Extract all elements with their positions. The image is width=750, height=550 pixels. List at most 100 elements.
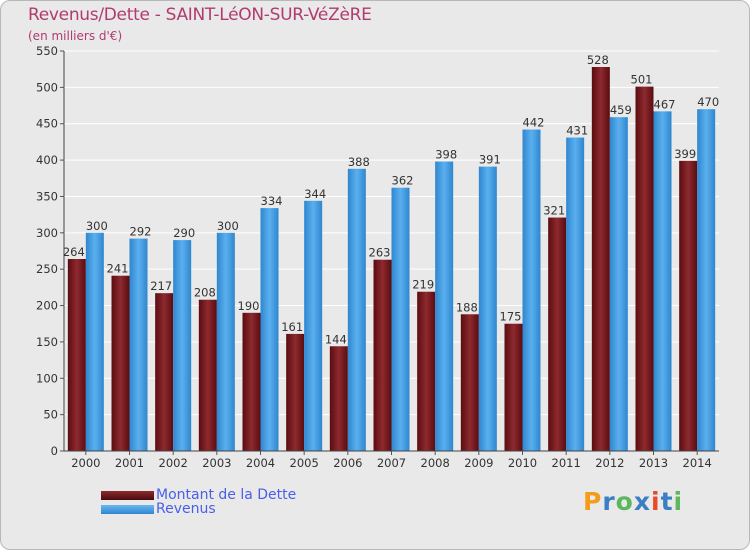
data-label-revenus: 388 (348, 155, 370, 169)
x-tick-label: 2002 (159, 456, 188, 470)
data-label-revenus: 459 (610, 103, 632, 117)
y-tick-label: 50 (43, 408, 58, 422)
logo-letter: t (660, 487, 674, 516)
bar-revenus (478, 166, 497, 452)
x-tick-label: 2004 (246, 456, 275, 470)
bar-dette (329, 346, 348, 451)
x-tick-label: 2001 (115, 456, 144, 470)
data-label-dette: 399 (674, 147, 696, 161)
x-tick-label: 2006 (333, 456, 362, 470)
bar-dette (155, 293, 174, 451)
y-tick-label: 0 (51, 444, 58, 458)
data-label-dette: 188 (456, 300, 478, 314)
y-tick-label: 350 (36, 189, 58, 203)
legend-swatch-revenus (101, 505, 154, 514)
data-label-revenus: 391 (479, 153, 501, 167)
bar-revenus (566, 137, 585, 451)
x-tick-label: 2005 (290, 456, 319, 470)
bar-revenus (653, 111, 672, 451)
bar-dette (67, 259, 86, 451)
x-tick-label: 2008 (421, 456, 450, 470)
bar-revenus (173, 240, 192, 451)
bar-dette (679, 160, 698, 451)
y-tick-label: 450 (36, 117, 58, 131)
bar-dette (242, 312, 261, 451)
data-label-dette: 144 (325, 332, 347, 346)
bar-dette (111, 275, 130, 451)
proxiti-logo: Proxiti (583, 487, 683, 516)
data-label-dette: 175 (500, 310, 522, 324)
x-tick-label: 2012 (595, 456, 624, 470)
y-tick-label: 150 (36, 335, 58, 349)
x-tick-label: 2013 (639, 456, 668, 470)
data-label-dette: 263 (369, 246, 391, 260)
bar-revenus (216, 232, 235, 451)
bar-revenus (697, 109, 716, 451)
data-label-dette: 501 (631, 73, 653, 87)
data-label-revenus: 290 (173, 226, 195, 240)
bar-dette (198, 299, 217, 451)
data-label-revenus: 470 (697, 95, 719, 109)
chart-title: Revenus/Dette - SAINT-LéON-SUR-VéZèRE (28, 5, 372, 25)
bar-dette (635, 86, 654, 452)
y-tick-label: 500 (36, 80, 58, 94)
data-label-dette: 219 (412, 278, 434, 292)
bar-dette (548, 217, 567, 451)
logo-letter: i (651, 487, 661, 516)
x-tick-label: 2011 (552, 456, 581, 470)
data-label-revenus: 300 (217, 219, 239, 233)
y-tick-label: 400 (36, 153, 58, 167)
data-label-revenus: 442 (523, 116, 545, 130)
logo-letter: P (583, 487, 603, 516)
bar-dette (286, 333, 305, 451)
bar-revenus (260, 208, 279, 451)
legend-label-revenus: Revenus (156, 501, 216, 517)
bar-dette (591, 67, 610, 451)
legend-swatch-dette (101, 491, 154, 500)
bar-revenus (609, 117, 628, 451)
data-label-revenus: 334 (261, 194, 283, 208)
bar-revenus (347, 168, 366, 451)
legend-label-dette: Montant de la Dette (156, 487, 297, 503)
data-label-dette: 264 (63, 245, 85, 259)
x-tick-label: 2009 (464, 456, 493, 470)
x-tick-label: 2014 (683, 456, 712, 470)
data-label-dette: 241 (107, 262, 129, 276)
x-tick-label: 2010 (508, 456, 537, 470)
bar-revenus (435, 161, 454, 451)
bar-dette (460, 314, 479, 451)
data-label-revenus: 467 (654, 97, 676, 111)
data-label-revenus: 431 (566, 124, 588, 138)
y-tick-label: 300 (36, 226, 58, 240)
bar-revenus (129, 238, 148, 451)
data-label-dette: 217 (150, 279, 172, 293)
y-tick-label: 550 (36, 44, 58, 58)
data-label-dette: 321 (543, 204, 565, 218)
data-label-revenus: 398 (435, 148, 457, 162)
data-label-revenus: 292 (130, 225, 152, 239)
bar-revenus (522, 129, 541, 451)
data-label-revenus: 344 (304, 187, 326, 201)
logo-letter: o (615, 487, 634, 516)
chart-subtitle: (en milliers d'€) (28, 29, 123, 43)
logo-letter: x (633, 487, 651, 516)
data-label-dette: 528 (587, 53, 609, 67)
bar-dette (373, 259, 392, 451)
data-label-revenus: 362 (392, 174, 414, 188)
y-tick-label: 200 (36, 299, 58, 313)
bar-dette (504, 323, 523, 451)
logo-letter: i (673, 487, 684, 516)
logo-letter: r (602, 487, 616, 516)
x-tick-label: 2003 (202, 456, 231, 470)
bar-revenus (304, 200, 323, 451)
data-label-dette: 208 (194, 286, 216, 300)
x-tick-label: 2000 (71, 456, 100, 470)
y-tick-label: 250 (36, 262, 58, 276)
y-tick-label: 100 (36, 371, 58, 385)
data-label-dette: 161 (281, 320, 303, 334)
data-label-revenus: 300 (86, 219, 108, 233)
bar-dette (417, 291, 436, 451)
data-label-dette: 190 (238, 299, 260, 313)
